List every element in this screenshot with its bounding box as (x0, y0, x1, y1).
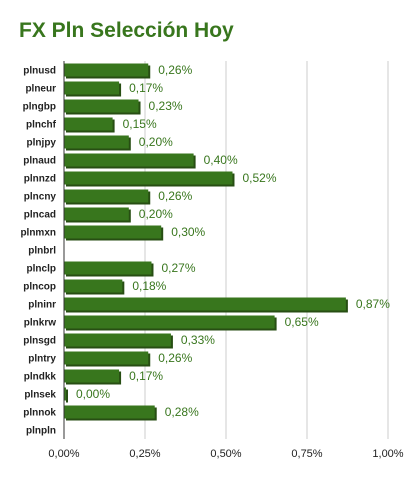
data-label: 0,27% (161, 261, 195, 275)
x-tick-label: 0,50% (210, 448, 241, 460)
category-label: plnclp (27, 264, 56, 275)
x-tick-label: 0,25% (129, 448, 160, 460)
data-label: 0,20% (139, 135, 173, 149)
data-label: 0,30% (171, 225, 205, 239)
category-label: plnnzd (24, 174, 56, 185)
category-label: plndkk (24, 372, 57, 383)
data-label: 0,26% (158, 189, 192, 203)
data-label: 0,23% (149, 99, 183, 113)
bar (64, 153, 194, 167)
category-label: plnmxn (20, 228, 56, 239)
category-label: plnbrl (28, 246, 56, 257)
bar (64, 63, 149, 77)
bar (64, 225, 162, 239)
bar (64, 81, 120, 95)
bar (64, 279, 123, 293)
x-tick-label: 1,00% (372, 448, 403, 460)
bar (64, 369, 120, 383)
category-label: plnpln (26, 426, 56, 437)
category-label: plnsgd (23, 336, 56, 347)
data-label: 0,17% (129, 369, 163, 383)
bar (64, 315, 275, 329)
bar (64, 117, 113, 131)
bar (64, 387, 66, 401)
bar (64, 297, 346, 311)
data-label: 0,15% (123, 117, 157, 131)
bar (64, 405, 155, 419)
bar (64, 261, 152, 275)
category-label: plnusd (23, 66, 56, 77)
category-label: plntry (28, 354, 56, 365)
data-label: 0,20% (139, 207, 173, 221)
x-tick-label: 0,00% (48, 448, 79, 460)
category-label: plnjpy (27, 138, 57, 149)
data-label: 0,17% (129, 81, 163, 95)
bar (64, 135, 129, 149)
bar (64, 333, 171, 347)
data-label: 0,28% (165, 405, 199, 419)
data-label: 0,52% (242, 171, 276, 185)
bar (64, 351, 149, 365)
bar (64, 189, 149, 203)
data-label: 0,26% (158, 63, 192, 77)
category-label: plnnok (23, 408, 56, 419)
bar-shadow (66, 389, 68, 403)
category-label: plneur (25, 84, 56, 95)
data-label: 0,00% (76, 387, 110, 401)
chart-title: FX Pln Selección Hoy (19, 19, 234, 42)
category-label: plnaud (23, 156, 56, 167)
x-tick-label: 0,75% (291, 448, 322, 460)
category-label: plninr (28, 300, 56, 311)
category-label: plncop (23, 282, 56, 293)
bar (64, 171, 233, 185)
data-label: 0,65% (285, 315, 319, 329)
category-label: plncny (24, 192, 57, 203)
data-label: 0,33% (181, 333, 215, 347)
category-label: plnsek (24, 390, 56, 401)
category-label: plncad (24, 210, 56, 221)
category-label: plngbp (23, 102, 56, 113)
data-label: 0,18% (132, 279, 166, 293)
data-label: 0,87% (356, 297, 390, 311)
data-label: 0,40% (204, 153, 238, 167)
bar (64, 207, 129, 221)
bar (64, 99, 139, 113)
category-label: plnchf (26, 120, 57, 131)
category-label: plnkrw (24, 318, 56, 329)
data-label: 0,26% (158, 351, 192, 365)
